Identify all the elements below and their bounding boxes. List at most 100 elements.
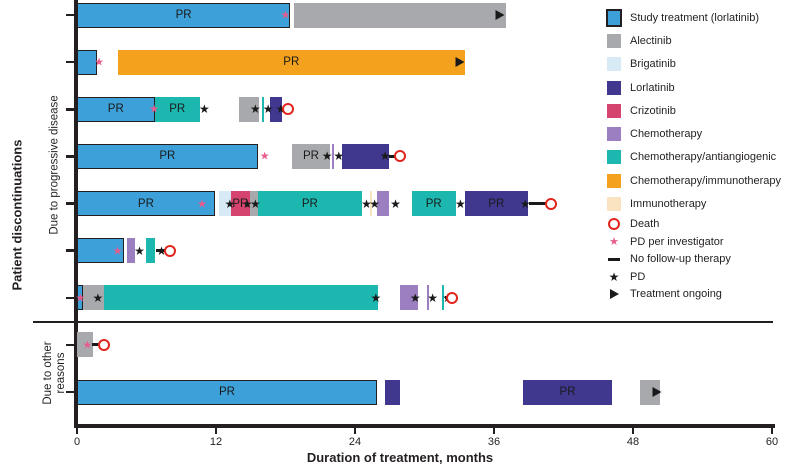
x-axis-tick <box>353 428 357 434</box>
legend-swatch-ongoing <box>606 289 622 300</box>
marker-death <box>97 338 110 351</box>
y-axis-tick <box>66 202 74 205</box>
bar-segment: PR <box>257 191 362 216</box>
marker-pd-investigator: ★ <box>82 338 93 352</box>
legend-swatch-pd: ★ <box>606 270 622 284</box>
legend-item: ★ PD per investigator <box>606 233 724 251</box>
marker-ongoing <box>652 387 662 397</box>
no-followup-line <box>155 249 168 253</box>
y-axis-tick <box>66 343 74 347</box>
legend-swatch-death <box>606 218 622 231</box>
legend-label: Chemotherapy <box>630 128 703 141</box>
bar-segment: PR <box>411 191 456 216</box>
marker-pd: ★ <box>321 149 333 164</box>
x-tick-label: 12 <box>209 436 223 448</box>
bar-segment <box>441 285 444 311</box>
swatch-box <box>607 150 621 165</box>
legend-item: Brigatinib <box>606 53 676 76</box>
legend-swatch-lorlatinib <box>606 80 622 95</box>
marker-pd-investigator: ★ <box>149 102 159 116</box>
marker-pd: ★ <box>519 196 531 211</box>
legend-label: Treatment ongoing <box>630 288 722 301</box>
legend-item: Chemotherapy/antiangiogenic <box>606 146 776 169</box>
swatch-box <box>607 127 621 142</box>
legend-swatch-study <box>606 8 622 27</box>
marker-death <box>446 291 459 304</box>
legend-label: Alectinib <box>630 34 672 47</box>
bar-segment: PR <box>77 2 291 28</box>
legend-item: Treatment ongoing <box>606 286 722 304</box>
marker-pd: ★ <box>262 102 274 117</box>
marker-pd: ★ <box>92 290 104 305</box>
marker-pd-investigator: ★ <box>94 55 104 69</box>
legend-label: Chemotherapy/antiangiogenic <box>630 151 777 164</box>
legend-item: ★ PD <box>606 268 646 286</box>
no-followup-icon <box>608 257 620 262</box>
swatch-box <box>607 173 621 188</box>
legend-label: PD per investigator <box>630 235 724 248</box>
legend-item: Chemotherapy/immunotherapy <box>606 169 781 192</box>
legend-label: No follow-up therapy <box>630 253 731 266</box>
bar-segment: PR <box>77 143 258 169</box>
treatment-ongoing-icon <box>609 289 619 300</box>
legend-item: Immunotherapy <box>606 192 706 215</box>
bar-segment <box>376 191 389 216</box>
y-axis-tick <box>66 390 74 394</box>
legend-swatch-no_followup <box>606 257 622 262</box>
pd-investigator-star-icon: ★ <box>609 235 619 249</box>
legend-label: Crizotinib <box>630 104 676 117</box>
bar-segment <box>82 285 104 311</box>
pd-star-icon: ★ <box>608 269 620 284</box>
legend-item: Study treatment (lorlatinib) <box>606 6 759 29</box>
bar-segment <box>239 96 259 122</box>
legend-label: Death <box>630 218 660 231</box>
x-tick-label: 24 <box>348 436 362 448</box>
legend-label: Lorlatinib <box>630 81 675 94</box>
bar-segment <box>77 238 125 264</box>
legend-label: Study treatment (lorlatinib) <box>630 11 759 24</box>
bar-segment: PR <box>465 191 528 216</box>
marker-pd-investigator: ★ <box>75 291 86 305</box>
x-tick-label: 48 <box>626 436 640 448</box>
marker-pd: ★ <box>333 149 345 164</box>
legend-swatch-chemo_immuno <box>606 173 622 188</box>
y-axis-tick <box>66 13 74 17</box>
no-followup-line <box>528 202 549 205</box>
legend-label: PD <box>630 270 646 283</box>
marker-pd-investigator: ★ <box>280 8 291 22</box>
legend-item: Death <box>606 216 659 234</box>
marker-death <box>281 103 294 116</box>
marker-pd: ★ <box>199 102 210 117</box>
bar-segment <box>77 49 97 75</box>
bar-segment <box>146 238 155 264</box>
legend-item: No follow-up therapy <box>606 251 731 269</box>
marker-pd: ★ <box>224 196 236 211</box>
bar-segment <box>77 285 83 311</box>
bar-segment <box>293 2 506 28</box>
legend-swatch-chemo <box>606 127 622 142</box>
bar-segment <box>270 96 282 122</box>
marker-death <box>544 197 557 210</box>
marker-pd: ★ <box>455 196 466 211</box>
marker-pd: ★ <box>390 196 401 211</box>
legend-item: Lorlatinib <box>606 76 675 99</box>
legend-swatch-brigatinib <box>606 57 622 72</box>
marker-pd: ★ <box>379 149 391 164</box>
marker-pd-investigator: ★ <box>259 149 270 163</box>
x-tick-label: 60 <box>765 436 779 448</box>
marker-pd-investigator: ★ <box>112 244 123 258</box>
x-axis-title: Duration of treatment, months <box>306 450 494 465</box>
x-axis-tick <box>214 428 218 434</box>
swatch-box <box>607 57 621 72</box>
group-label: Due to progressive disease <box>48 95 61 235</box>
bar-segment: PR <box>77 191 215 216</box>
bar-segment: PR <box>154 96 200 122</box>
x-tick-label: 0 <box>73 436 81 448</box>
swatch-box <box>606 8 622 27</box>
no-followup-line <box>92 343 102 347</box>
y-axis-tick <box>66 108 74 111</box>
bar-segment: PR <box>231 191 250 216</box>
x-axis-tick <box>770 428 774 434</box>
marker-pd: ★ <box>249 102 261 117</box>
bar-segment <box>385 379 401 405</box>
